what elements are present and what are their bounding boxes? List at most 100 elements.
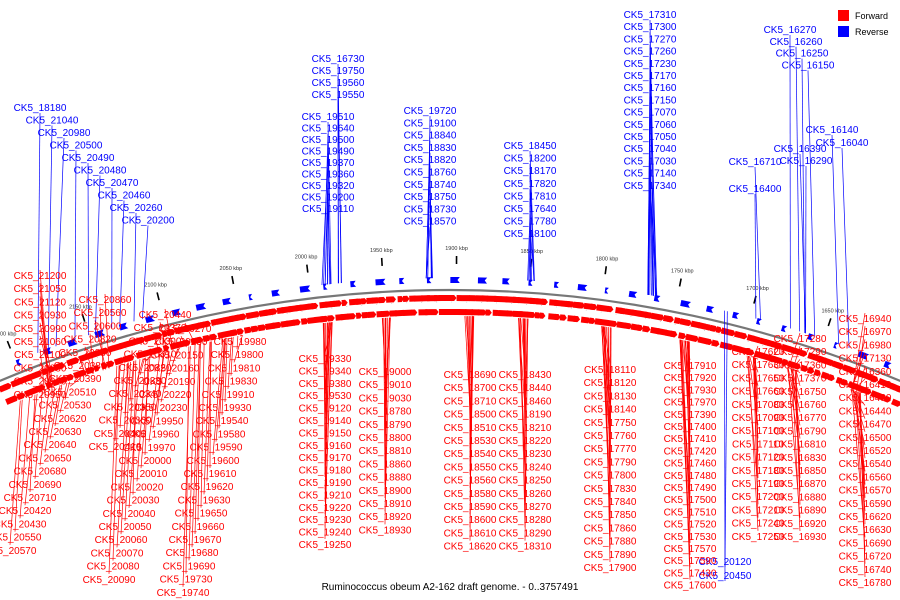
forward-gene-arrow <box>105 360 115 368</box>
gene-label: CK5_19250 <box>299 540 352 551</box>
gene-label: CK5_16140 <box>806 125 859 136</box>
forward-gene-arrow <box>793 362 801 370</box>
tick-mark <box>81 313 86 322</box>
label-leader-line <box>84 346 94 374</box>
gene-label: CK5_17190 <box>732 479 785 490</box>
forward-gene-arrow <box>709 324 718 332</box>
label-leader-line <box>47 125 53 350</box>
forward-gene-arrow <box>573 315 580 323</box>
forward-gene-arrow <box>154 332 163 340</box>
label-leader-line <box>799 153 806 334</box>
gene-label: CK5_20070 <box>91 548 144 559</box>
gene-label: CK5_19650 <box>175 509 228 520</box>
label-leader-line <box>139 357 145 376</box>
forward-gene-arrow <box>52 378 61 387</box>
gene-label: CK5_16760 <box>774 400 827 411</box>
label-leader-line <box>191 344 200 548</box>
gene-label: CK5_19970 <box>123 443 176 454</box>
gene-label: CK5_19670 <box>169 535 222 546</box>
label-leader-line <box>104 293 110 369</box>
forward-gene-arrow <box>715 326 723 333</box>
forward-gene-arrow <box>143 334 153 343</box>
forward-gene-arrow <box>57 362 65 370</box>
gene-label: CK5_17110 <box>732 439 785 450</box>
gene-label: CK5_21040 <box>26 116 79 127</box>
label-leader-line <box>119 363 125 428</box>
forward-gene-arrow <box>666 315 674 323</box>
forward-gene-arrow <box>371 297 381 304</box>
reverse-gene-arrow <box>399 277 405 285</box>
gene-label: CK5_20310 <box>124 350 177 361</box>
label-leader-line <box>601 326 611 510</box>
reverse-gene-arrow <box>271 289 281 297</box>
gene-label: CK5_17200 <box>732 492 785 503</box>
reverse-gene-arrow <box>653 295 661 302</box>
label-leader-line <box>160 350 173 403</box>
gene-label: CK5_20940 <box>14 377 67 388</box>
label-leader-line <box>206 341 212 482</box>
gene-label: CK5_19610 <box>184 469 237 480</box>
label-leader-line <box>524 318 529 541</box>
forward-gene-arrow <box>402 295 410 302</box>
gene-label: CK5_16620 <box>839 512 892 523</box>
backbone-arc <box>0 288 900 383</box>
gene-label: CK5_17050 <box>624 132 677 143</box>
strand-legend: Forward Reverse <box>838 10 889 37</box>
forward-gene-arrow <box>250 325 259 333</box>
reverse-legend-label: Reverse <box>855 27 889 37</box>
forward-gene-arrow <box>3 382 12 391</box>
gene-label: CK5_16500 <box>839 433 892 444</box>
label-leader-line <box>34 391 43 479</box>
gene-label: CK5_19110 <box>302 204 355 215</box>
forward-gene-arrow <box>690 334 699 342</box>
label-leader-line <box>159 322 168 352</box>
gene-label: CK5_16360 <box>839 367 892 378</box>
forward-gene-arrow <box>875 392 886 401</box>
label-leader-line <box>74 372 88 376</box>
gene-label: CK5_17360 <box>774 360 827 371</box>
gene-label: CK5_20680 <box>14 467 67 478</box>
label-leader-line <box>184 322 196 346</box>
reverse-gene-arrow <box>732 311 740 320</box>
gene-label: CK5_18450 <box>504 141 557 152</box>
forward-gene-arrow <box>580 316 591 324</box>
gene-label: CK5_17920 <box>664 373 717 384</box>
gene-label: CK5_20510 <box>44 387 97 398</box>
label-leader-line <box>194 343 201 535</box>
gene-label: CK5_17810 <box>504 191 557 202</box>
forward-gene-arrow <box>728 329 736 337</box>
reverse-gene-arrow <box>780 325 788 333</box>
label-leader-line <box>383 317 386 485</box>
gene-label: CK5_19830 <box>205 377 258 388</box>
label-leader-line <box>136 357 147 482</box>
forward-gene-arrow <box>590 303 598 311</box>
reverse-gene-arrow <box>195 302 207 311</box>
label-leader-line <box>221 338 226 416</box>
gene-label: CK5_17030 <box>624 156 677 167</box>
gene-label: CK5_16430 <box>839 393 892 404</box>
label-leader-line <box>55 137 65 347</box>
gene-label: CK5_18750 <box>404 192 457 203</box>
forward-gene-arrow <box>341 299 348 307</box>
reverse-gene-arrow <box>222 297 232 306</box>
label-leader-line <box>323 323 326 478</box>
forward-gene-arrow <box>781 358 789 366</box>
label-leader-line <box>154 335 160 355</box>
label-leader-line <box>688 341 691 519</box>
forward-gene-arrow <box>720 327 732 336</box>
gene-label: CK5_16690 <box>839 538 892 549</box>
forward-gene-arrow <box>477 309 487 316</box>
forward-gene-arrow <box>827 374 835 382</box>
forward-gene-arrow <box>126 354 134 362</box>
label-leader-line <box>792 346 801 370</box>
gene-label: CK5_17640 <box>504 204 557 215</box>
forward-gene-arrow <box>883 395 891 403</box>
gene-label: CK5_18620 <box>444 542 497 553</box>
gene-label: CK5_16520 <box>839 446 892 457</box>
gene-label: CK5_17930 <box>664 385 717 396</box>
gene-label: CK5_19740 <box>157 588 210 599</box>
forward-gene-arrow <box>85 366 95 375</box>
forward-gene-arrow <box>607 305 614 313</box>
forward-gene-arrow <box>360 298 368 305</box>
gene-label: CK5_18180 <box>14 103 67 114</box>
